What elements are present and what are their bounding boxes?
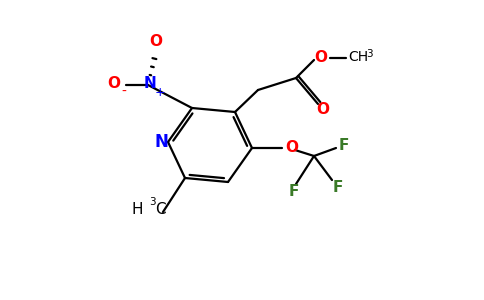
- Text: CH: CH: [348, 50, 368, 64]
- Text: O: O: [285, 140, 298, 154]
- Text: F: F: [339, 139, 349, 154]
- Text: O: O: [107, 76, 121, 92]
- Text: C: C: [155, 202, 166, 217]
- Text: O: O: [317, 103, 330, 118]
- Text: O: O: [314, 50, 327, 65]
- Text: H: H: [132, 202, 143, 217]
- Text: O: O: [150, 34, 163, 50]
- Text: N: N: [144, 76, 156, 92]
- Text: N: N: [154, 133, 168, 151]
- Text: -: -: [121, 85, 126, 99]
- Text: F: F: [333, 181, 343, 196]
- Text: 3: 3: [149, 197, 156, 207]
- Text: +: +: [155, 86, 166, 100]
- Text: 3: 3: [366, 49, 373, 59]
- Text: F: F: [289, 184, 299, 200]
